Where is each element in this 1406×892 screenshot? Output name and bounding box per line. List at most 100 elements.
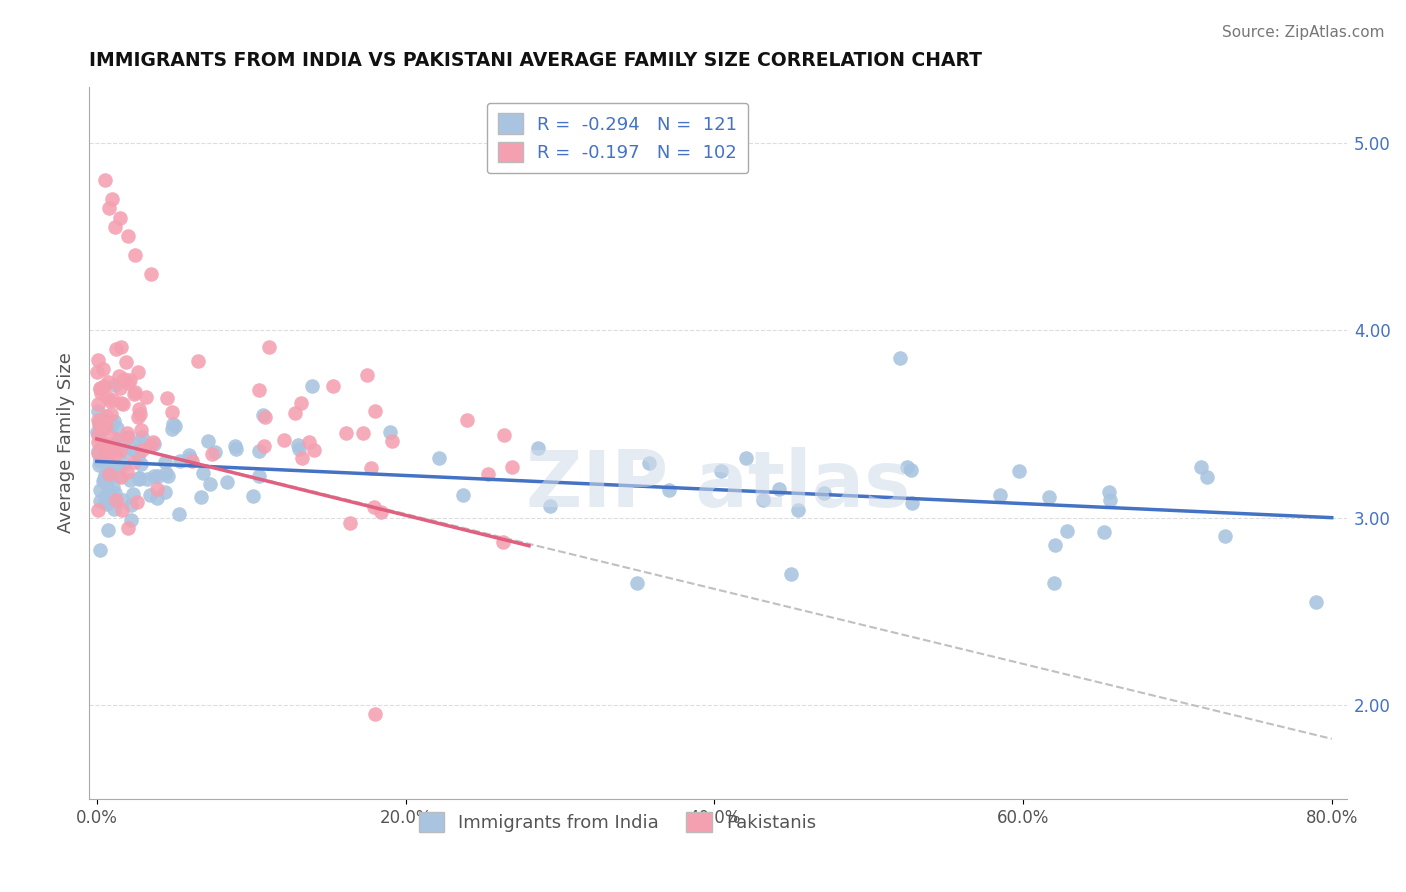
Point bbox=[87, 446, 110, 460]
Point bbox=[190, 490, 212, 504]
Point bbox=[181, 453, 204, 467]
Point bbox=[131, 442, 153, 457]
Point bbox=[87, 435, 110, 450]
Point bbox=[90, 414, 112, 428]
Point bbox=[122, 387, 145, 401]
Point bbox=[117, 521, 139, 535]
Point bbox=[87, 353, 110, 368]
Point bbox=[100, 465, 122, 479]
Point bbox=[1189, 459, 1212, 474]
Point bbox=[247, 469, 270, 483]
Point bbox=[155, 455, 177, 469]
Point bbox=[378, 425, 401, 439]
Point bbox=[96, 445, 118, 459]
Point bbox=[787, 503, 810, 517]
Point bbox=[225, 442, 247, 456]
Point bbox=[115, 355, 138, 369]
Point bbox=[896, 459, 918, 474]
Point bbox=[94, 495, 117, 509]
Point bbox=[120, 499, 142, 513]
Point bbox=[105, 434, 128, 449]
Point bbox=[108, 369, 131, 384]
Point bbox=[107, 468, 129, 483]
Point bbox=[110, 340, 132, 354]
Point bbox=[96, 497, 118, 511]
Point bbox=[780, 566, 803, 581]
Point bbox=[91, 474, 114, 488]
Point bbox=[96, 476, 118, 491]
Point bbox=[87, 404, 110, 418]
Point bbox=[120, 373, 142, 387]
Point bbox=[492, 427, 515, 442]
Point bbox=[117, 229, 139, 244]
Point bbox=[177, 448, 200, 462]
Point bbox=[540, 500, 562, 514]
Text: ZIP atlas: ZIP atlas bbox=[526, 448, 910, 524]
Point bbox=[204, 444, 226, 458]
Point bbox=[527, 441, 550, 455]
Point bbox=[284, 406, 307, 420]
Point bbox=[100, 458, 122, 473]
Point bbox=[108, 444, 131, 458]
Point bbox=[105, 421, 128, 435]
Point bbox=[339, 516, 361, 531]
Point bbox=[112, 457, 135, 471]
Point bbox=[142, 435, 165, 450]
Point bbox=[100, 408, 122, 422]
Point bbox=[129, 407, 152, 421]
Point bbox=[89, 453, 111, 467]
Point bbox=[363, 500, 385, 514]
Point bbox=[93, 378, 115, 392]
Point bbox=[127, 449, 149, 463]
Point bbox=[139, 267, 162, 281]
Point bbox=[98, 394, 121, 409]
Point bbox=[93, 439, 115, 453]
Point bbox=[322, 379, 344, 393]
Point bbox=[89, 382, 111, 396]
Point bbox=[114, 444, 136, 458]
Point bbox=[87, 428, 110, 442]
Point bbox=[96, 488, 118, 502]
Point bbox=[139, 488, 162, 502]
Point bbox=[89, 542, 111, 557]
Point bbox=[90, 385, 112, 400]
Point bbox=[117, 430, 139, 444]
Point bbox=[93, 421, 115, 435]
Point bbox=[93, 173, 115, 187]
Point bbox=[1098, 493, 1121, 508]
Point bbox=[626, 576, 648, 591]
Point bbox=[107, 458, 129, 473]
Point bbox=[167, 507, 190, 521]
Point bbox=[96, 442, 118, 456]
Point bbox=[111, 493, 134, 508]
Point bbox=[142, 437, 165, 451]
Point bbox=[124, 384, 146, 399]
Point bbox=[97, 523, 120, 537]
Point bbox=[1008, 464, 1031, 478]
Point bbox=[93, 467, 115, 482]
Point bbox=[105, 492, 128, 507]
Point bbox=[988, 488, 1011, 502]
Point bbox=[247, 444, 270, 458]
Point bbox=[100, 446, 122, 460]
Point bbox=[110, 396, 132, 410]
Point bbox=[98, 202, 121, 216]
Point bbox=[94, 417, 117, 432]
Point bbox=[122, 487, 145, 501]
Point bbox=[752, 493, 775, 508]
Point bbox=[658, 483, 681, 498]
Point bbox=[112, 372, 135, 386]
Point bbox=[253, 439, 276, 453]
Point bbox=[103, 431, 125, 445]
Point bbox=[129, 423, 152, 437]
Point bbox=[253, 409, 276, 424]
Point bbox=[87, 458, 110, 473]
Point bbox=[89, 381, 111, 395]
Point bbox=[768, 482, 790, 496]
Point bbox=[501, 460, 523, 475]
Point bbox=[197, 434, 219, 449]
Point bbox=[734, 450, 756, 465]
Point bbox=[1305, 595, 1327, 609]
Point bbox=[87, 443, 110, 458]
Point bbox=[87, 415, 110, 429]
